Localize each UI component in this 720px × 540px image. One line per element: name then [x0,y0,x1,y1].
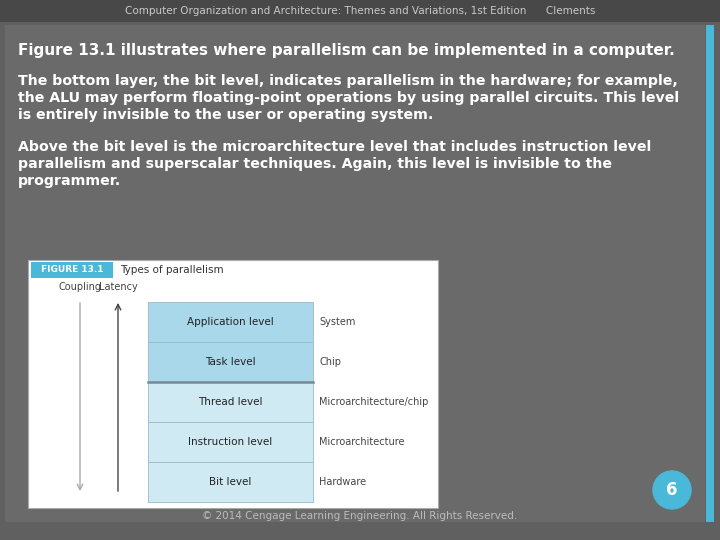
Text: Thread level: Thread level [198,397,263,407]
Circle shape [653,471,691,509]
Text: Instruction level: Instruction level [189,437,273,447]
Text: Task level: Task level [205,357,256,367]
Text: parallelism and superscalar techniques. Again, this level is invisible to the: parallelism and superscalar techniques. … [18,157,612,171]
Text: FIGURE 13.1: FIGURE 13.1 [41,266,103,274]
Text: Latency: Latency [99,282,138,292]
FancyBboxPatch shape [706,25,714,522]
Text: Application level: Application level [187,317,274,327]
Text: Bit level: Bit level [210,477,252,487]
Text: Coupling: Coupling [58,282,102,292]
Text: The bottom layer, the bit level, indicates parallelism in the hardware; for exam: The bottom layer, the bit level, indicat… [18,74,678,88]
FancyBboxPatch shape [5,25,705,522]
Text: Microarchitecture/chip: Microarchitecture/chip [319,397,428,407]
Text: Chip: Chip [319,357,341,367]
Text: Microarchitecture: Microarchitecture [319,437,405,447]
Text: Types of parallelism: Types of parallelism [120,265,224,275]
Text: is entirely invisible to the user or operating system.: is entirely invisible to the user or ope… [18,108,433,122]
Text: Computer Organization and Architecture: Themes and Variations, 1st Edition      : Computer Organization and Architecture: … [125,6,595,16]
Text: Figure 13.1 illustrates where parallelism can be implemented in a computer.: Figure 13.1 illustrates where parallelis… [18,43,675,58]
FancyBboxPatch shape [28,260,438,508]
Text: Hardware: Hardware [319,477,366,487]
Text: the ALU may perform floating-point operations by using parallel circuits. This l: the ALU may perform floating-point opera… [18,91,679,105]
FancyBboxPatch shape [148,462,313,502]
FancyBboxPatch shape [31,262,113,278]
Text: programmer.: programmer. [18,174,121,188]
FancyBboxPatch shape [148,302,313,342]
Text: System: System [319,317,356,327]
FancyBboxPatch shape [148,342,313,382]
Text: 6: 6 [666,481,678,499]
Text: © 2014 Cengage Learning Engineering. All Rights Reserved.: © 2014 Cengage Learning Engineering. All… [202,511,518,521]
Text: Above the bit level is the microarchitecture level that includes instruction lev: Above the bit level is the microarchitec… [18,140,652,154]
FancyBboxPatch shape [148,422,313,462]
FancyBboxPatch shape [0,0,720,22]
FancyBboxPatch shape [148,382,313,422]
